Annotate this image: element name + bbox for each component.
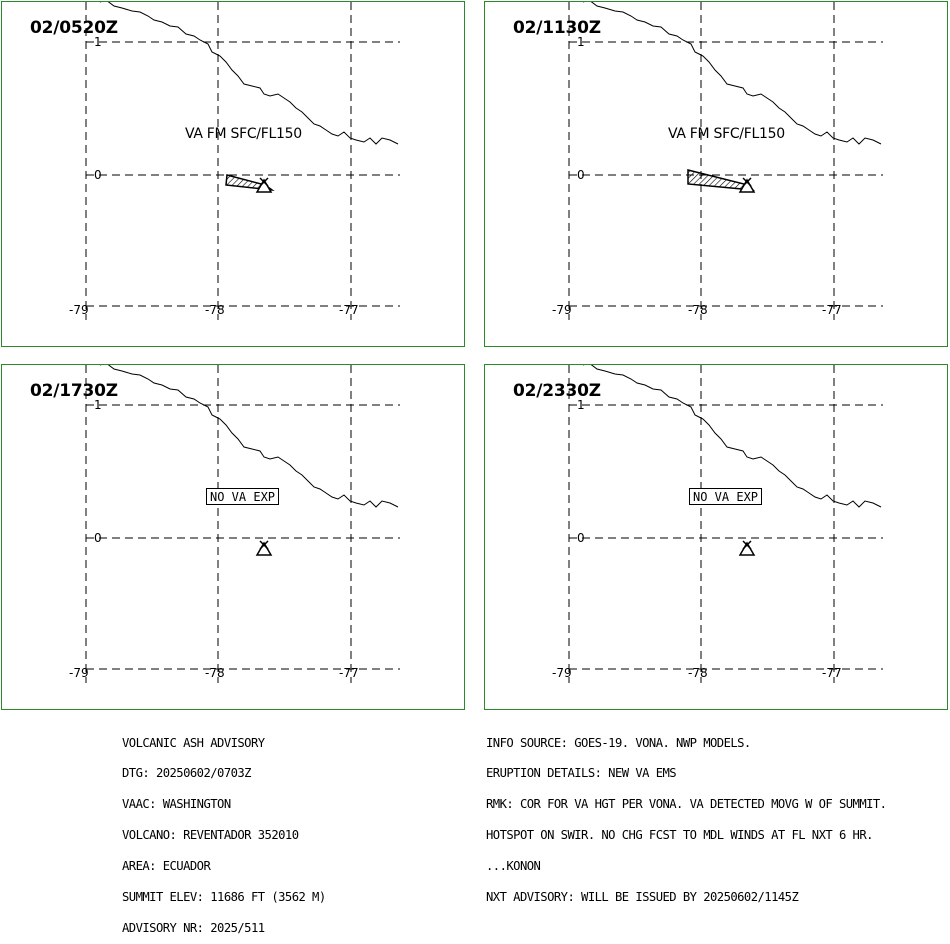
- advisory-vaac: VAAC: WASHINGTON: [122, 797, 231, 812]
- panel-time: 02/1130Z: [513, 18, 601, 38]
- border-line: [100, 365, 399, 508]
- panel-time: 02/2330Z: [513, 381, 601, 401]
- panel-time: 02/1730Z: [30, 381, 118, 401]
- advisory-number: ADVISORY NR: 2025/511: [122, 920, 265, 935]
- info-source: INFO SOURCE: GOES-19. VONA. NWP MODELS.: [486, 735, 751, 750]
- map-canvas: [568, 2, 883, 320]
- lon-label: -77: [822, 666, 842, 680]
- map-canvas: [85, 2, 400, 320]
- lat-label: 1: [577, 35, 585, 49]
- graticule: [85, 365, 400, 683]
- forecast-panel-1: 02/0520Z 1 0 -79 -78 -77 VA FM SFC/FL150: [1, 1, 465, 347]
- volcano-triangle-icon: [738, 177, 756, 193]
- volcano-triangle-icon: [738, 540, 756, 556]
- advisory-volcano: VOLCANO: REVENTADOR 352010: [122, 828, 299, 843]
- advisory-area: AREA: ECUADOR: [122, 859, 211, 874]
- lon-label: -77: [822, 303, 842, 317]
- advisory-summit-elev: SUMMIT ELEV: 11686 FT (3562 M): [122, 890, 326, 905]
- next-advisory: NXT ADVISORY: WILL BE ISSUED BY 20250602…: [486, 890, 799, 905]
- lat-label: 0: [577, 168, 585, 182]
- lon-label: -79: [552, 303, 572, 317]
- no-ash-expected-box: NO VA EXP: [689, 488, 763, 505]
- lon-label: -78: [205, 303, 225, 317]
- border-line: [583, 365, 882, 508]
- eruption-details: ERUPTION DETAILS: NEW VA EMS: [486, 766, 677, 781]
- lon-label: -79: [552, 666, 572, 680]
- map-canvas: [568, 365, 883, 683]
- panel-time: 02/0520Z: [30, 18, 118, 38]
- lon-label: -78: [688, 666, 708, 680]
- forecast-panel-2: 02/1130Z 1 0 -79 -78 -77 VA FM SFC/FL150: [484, 1, 948, 347]
- advisory-title: VOLCANIC ASH ADVISORY: [122, 735, 265, 750]
- graticule: [568, 365, 883, 683]
- ash-level-label: VA FM SFC/FL150: [668, 126, 785, 142]
- lon-label: -77: [339, 303, 359, 317]
- no-ash-expected-box: NO VA EXP: [206, 488, 280, 505]
- lon-label: -79: [69, 666, 89, 680]
- volcano-triangle-icon: [255, 177, 273, 193]
- ash-level-label: VA FM SFC/FL150: [185, 126, 302, 142]
- map-canvas: [85, 365, 400, 683]
- border-line: [583, 2, 882, 145]
- lat-label: 0: [94, 168, 102, 182]
- forecaster-signature: ...KONON: [486, 859, 541, 874]
- border-line: [100, 2, 399, 145]
- forecast-panel-3: 02/1730Z 1 0 -79 -78 -77 NO VA EXP: [1, 364, 465, 710]
- lon-label: -78: [688, 303, 708, 317]
- lon-label: -79: [69, 303, 89, 317]
- lat-label: 1: [577, 398, 585, 412]
- forecast-panel-4: 02/2330Z 1 0 -79 -78 -77 NO VA EXP: [484, 364, 948, 710]
- graticule: [85, 2, 400, 320]
- lat-label: 0: [94, 531, 102, 545]
- lat-label: 1: [94, 398, 102, 412]
- remarks-line-1: RMK: COR FOR VA HGT PER VONA. VA DETECTE…: [486, 797, 887, 812]
- remarks-line-2: HOTSPOT ON SWIR. NO CHG FCST TO MDL WIND…: [486, 828, 873, 843]
- lon-label: -77: [339, 666, 359, 680]
- volcano-triangle-icon: [255, 540, 273, 556]
- graticule: [568, 2, 883, 320]
- lat-label: 1: [94, 35, 102, 49]
- advisory-dtg: DTG: 20250602/0703Z: [122, 766, 252, 781]
- advisory-header: VOLCANIC ASH ADVISORY DTG: 20250602/0703…: [122, 717, 326, 944]
- lat-label: 0: [577, 531, 585, 545]
- advisory-details: INFO SOURCE: GOES-19. VONA. NWP MODELS. …: [486, 717, 887, 913]
- lon-label: -78: [205, 666, 225, 680]
